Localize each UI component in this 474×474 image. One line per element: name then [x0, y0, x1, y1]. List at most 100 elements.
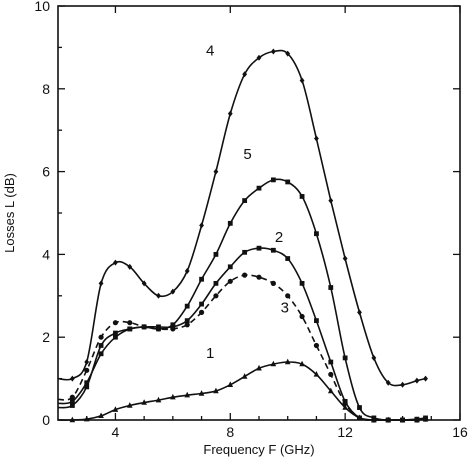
series-3-point [112, 320, 119, 326]
series-5-point [285, 179, 291, 185]
series-3-point [242, 272, 248, 278]
curve-label-5: 5 [243, 146, 251, 163]
series-2-point [213, 280, 219, 286]
series-3-point [98, 334, 104, 340]
y-tick-label: 0 [42, 412, 50, 428]
series-2-point [256, 245, 262, 251]
series-3-point [270, 280, 276, 286]
series-5-point [385, 417, 391, 423]
series-4-point [227, 110, 233, 117]
y-axis-ticks: 0 2 4 6 8 10 [34, 0, 460, 428]
curve-labels: 1 2 3 4 5 [206, 43, 289, 362]
series-5-point [299, 194, 305, 199]
series-5-point [423, 415, 428, 421]
series-4-point [141, 280, 147, 287]
series-2-point [314, 318, 319, 324]
series-1-point [98, 412, 104, 419]
series-4-point [285, 50, 291, 57]
series-4-point [170, 288, 176, 295]
series-4-point [328, 197, 334, 204]
series-5-line [57, 178, 426, 421]
series-3-point [285, 293, 291, 299]
series-1-point [327, 387, 334, 394]
series-2-point [184, 318, 190, 324]
series-5-point [371, 415, 377, 421]
series-5-point [314, 231, 319, 237]
series-4-point [400, 381, 405, 388]
y-axis-title: Losses L (dB) [2, 173, 17, 253]
series-5-point [199, 276, 204, 282]
series-4-point [299, 77, 305, 84]
series-2-point [270, 247, 276, 253]
series-1-point [342, 404, 348, 410]
series-5-point [98, 343, 104, 348]
series-4 [57, 48, 428, 388]
series-3-point [328, 371, 334, 378]
series-5-point [328, 285, 334, 290]
series-5-point [256, 185, 262, 191]
series-4-point [113, 259, 118, 266]
plot-frame [57, 5, 461, 421]
series-4-point [256, 54, 262, 61]
series-2-point [199, 301, 204, 307]
series-1-point [284, 358, 291, 365]
y-tick-label: 8 [42, 81, 50, 97]
series-5-point [170, 322, 176, 328]
x-axis-title: Frequency F (GHz) [203, 442, 314, 457]
series-2-point [84, 380, 90, 386]
series-5-point [156, 326, 161, 332]
curve-label-1: 1 [206, 345, 214, 362]
series-1-point [299, 360, 305, 367]
series-4-point [270, 48, 276, 55]
series-5-point [414, 416, 420, 422]
series-3-point [170, 326, 176, 332]
curve-label-3: 3 [281, 299, 289, 316]
series-4-point [156, 292, 161, 299]
series-5-point [141, 324, 147, 330]
series-4-point [385, 379, 391, 386]
series-1-point [141, 399, 147, 405]
series-5-point [184, 303, 190, 309]
series-2-point [328, 359, 334, 365]
series-4-point [242, 71, 248, 78]
series-4-point [84, 359, 90, 366]
series-3-point [213, 293, 219, 299]
series-1-point [241, 373, 248, 379]
series-4-point [199, 222, 204, 229]
series-5-point [84, 384, 90, 390]
series-5-point [357, 405, 362, 410]
series-1-point [184, 391, 191, 398]
series-3-point [84, 367, 90, 373]
x-tick-label: 4 [112, 424, 120, 440]
series-3-point [356, 415, 363, 421]
series-4-point [98, 280, 104, 287]
series-2-point [227, 264, 233, 270]
series-4-point [357, 309, 362, 316]
series-5-point [270, 177, 276, 183]
series-2-point [242, 249, 248, 255]
series-4-point [184, 267, 190, 274]
series-5-point [113, 330, 118, 336]
series-1-point [227, 381, 234, 388]
y-tick-label: 6 [42, 164, 50, 180]
series-1-point [198, 390, 205, 396]
y-tick-label: 4 [42, 246, 50, 262]
series-3-point [256, 274, 262, 280]
plot-border [57, 5, 461, 421]
series-1-point [313, 371, 320, 377]
series-2-point [113, 334, 118, 340]
series-5-point [127, 326, 133, 332]
curve-label-4: 4 [206, 43, 214, 60]
series-4-point [371, 354, 377, 361]
x-tick-label: 8 [226, 424, 234, 440]
y-tick-label: 2 [42, 329, 50, 345]
series-3-point [313, 342, 320, 349]
series-3 [57, 272, 429, 423]
series-1-point [213, 387, 219, 394]
series-5-point [227, 220, 233, 226]
series-2-point [285, 256, 291, 261]
series-3-point [198, 309, 205, 315]
series-4-point [414, 377, 420, 384]
series-3-point [299, 313, 305, 320]
